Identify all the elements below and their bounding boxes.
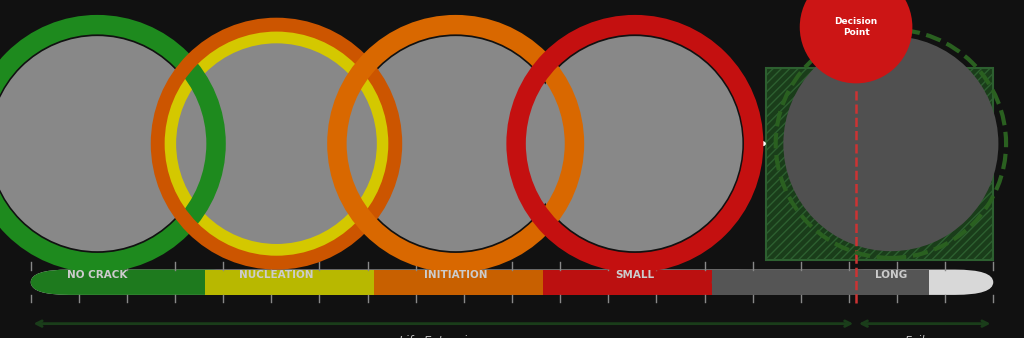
Ellipse shape: [527, 36, 742, 251]
Ellipse shape: [0, 36, 205, 251]
Ellipse shape: [783, 36, 998, 251]
Ellipse shape: [169, 36, 384, 251]
Text: NO CRACK: NO CRACK: [68, 270, 127, 280]
Bar: [712, 270, 930, 295]
Text: Failure: Failure: [904, 335, 945, 338]
Bar: [766, 68, 993, 260]
FancyBboxPatch shape: [31, 270, 993, 295]
Bar: [205, 270, 377, 295]
Bar: [374, 270, 546, 295]
Text: Decision
Point: Decision Point: [835, 17, 878, 37]
Text: SMALL: SMALL: [615, 270, 654, 280]
FancyBboxPatch shape: [712, 270, 891, 295]
Text: LONG: LONG: [874, 270, 907, 280]
Ellipse shape: [800, 0, 912, 83]
FancyBboxPatch shape: [31, 270, 244, 295]
Bar: [543, 270, 715, 295]
Text: Life Extension: Life Extension: [399, 335, 481, 338]
Text: NUCLEATION: NUCLEATION: [240, 270, 313, 280]
Text: INITIATION: INITIATION: [424, 270, 487, 280]
Ellipse shape: [348, 36, 563, 251]
